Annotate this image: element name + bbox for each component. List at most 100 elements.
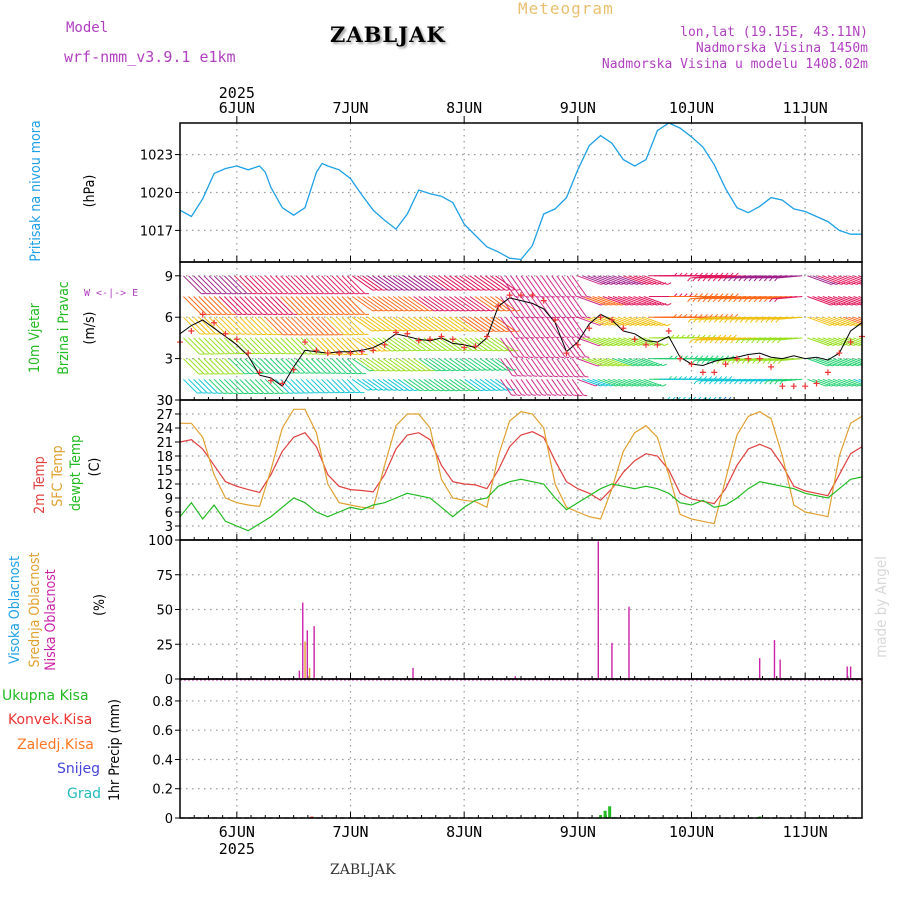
wind-barb (567, 399, 568, 400)
wind-barb (403, 316, 424, 332)
wind-barb (587, 296, 612, 306)
wind-barb (510, 296, 526, 318)
day-label-bottom: 10JUN (669, 823, 714, 841)
wind-barb-feather (549, 356, 554, 359)
wind-barb (449, 358, 467, 371)
wind-barb-feather (581, 316, 586, 319)
wind-barb-feather (554, 356, 559, 359)
wind-barb (244, 275, 264, 295)
wind-barb-feather (745, 339, 750, 344)
footer-station: ZABLJAK (330, 862, 396, 878)
wind-barb-feather (387, 329, 392, 332)
wind-barb (454, 316, 476, 332)
wind-barb (638, 296, 663, 306)
wind-barb (223, 275, 243, 295)
wind-barb (812, 399, 815, 400)
wind-barb (387, 378, 405, 391)
wind-barb (418, 316, 439, 332)
wind-barb (367, 358, 386, 372)
wind-barb (275, 399, 277, 400)
wind-barb-feather (872, 283, 876, 285)
wind-barb (607, 358, 629, 367)
wind-barb (853, 296, 862, 301)
wind-barb (377, 399, 379, 400)
wind-barb-feather (381, 349, 386, 352)
wind-barb (203, 378, 219, 394)
wind-barb (546, 379, 558, 396)
wind-barb-feather (714, 339, 719, 344)
wind-barb (408, 358, 427, 372)
wind-barb (224, 399, 226, 400)
wind-barb-feather (392, 409, 396, 410)
wind-barb (551, 399, 553, 400)
wind-barb (357, 378, 374, 391)
gust-marker (279, 380, 286, 387)
wind-barb-feather (661, 404, 665, 406)
wind-barb (280, 316, 299, 336)
wind-barb-feather (454, 289, 459, 291)
ytick-label: 3 (165, 520, 173, 535)
wind-barb-feather (855, 405, 859, 407)
wind-barb (403, 378, 420, 392)
wind-barb (259, 378, 275, 394)
wind-barb-feather (493, 349, 498, 352)
wind-barb (275, 358, 291, 374)
wind-barb (623, 316, 647, 326)
ytick-label: 27 (156, 408, 173, 423)
ytick-label: 0 (165, 394, 173, 409)
wind-barb-feather (535, 336, 540, 339)
gust-marker (188, 328, 195, 334)
wind-barb (275, 275, 294, 295)
wind-barb (336, 275, 356, 295)
wind-barb (285, 316, 304, 336)
wind-barb-feather (466, 369, 471, 372)
wind-barb-feather (696, 360, 700, 364)
wind-barb (623, 296, 648, 306)
wind-barb-feather (666, 323, 671, 327)
gust-marker (302, 339, 309, 346)
wind-barb (520, 275, 536, 297)
wind-barb (780, 358, 803, 361)
wind-barb (464, 358, 482, 371)
wind-barb (244, 296, 264, 315)
gust-marker (472, 343, 479, 350)
wind-barb-feather (429, 289, 434, 291)
wind-barb (848, 296, 862, 302)
ytick-label: 50 (156, 604, 173, 619)
model-name: wrf-nmm_v3.9.1 e1km (64, 48, 236, 66)
wind-barb (326, 399, 328, 400)
wind-barb (807, 316, 831, 326)
wind-barb (592, 275, 617, 285)
wind-barb (428, 275, 450, 291)
wind-barb-feather (845, 404, 849, 406)
dewpoint-line (179, 476, 863, 532)
ytick-label: 3 (165, 353, 173, 368)
wind-barb (443, 378, 462, 392)
wind-barb (285, 337, 303, 355)
wind-barb-feather (403, 389, 409, 392)
wind-barb (433, 337, 453, 351)
wind-barb-feather (406, 349, 411, 352)
wind-barb (837, 358, 858, 367)
wind-barb (530, 379, 543, 395)
day-label-top: 6JUN (219, 99, 255, 117)
wind-barb-feather (635, 404, 639, 406)
wind-barb-feather (505, 410, 509, 411)
wind-barb (843, 358, 862, 366)
wind-barb (474, 399, 476, 400)
day-label-top: 8JUN (446, 99, 482, 117)
legend-conv-rain: Konvek.Kisa (8, 712, 93, 728)
wind-barb (326, 296, 345, 315)
wind-barb-feather (418, 409, 422, 410)
wind-barbs (183, 272, 876, 411)
wind-barb (495, 399, 497, 400)
wind-barb-feather (545, 336, 550, 339)
wind-barb (300, 296, 320, 315)
wind-barb-feather (763, 277, 768, 282)
wind-barb (285, 358, 301, 374)
wind-barb (515, 316, 531, 338)
wind-barb (387, 296, 410, 312)
wind-barb-feather (770, 318, 774, 323)
wind-barb (633, 399, 635, 400)
